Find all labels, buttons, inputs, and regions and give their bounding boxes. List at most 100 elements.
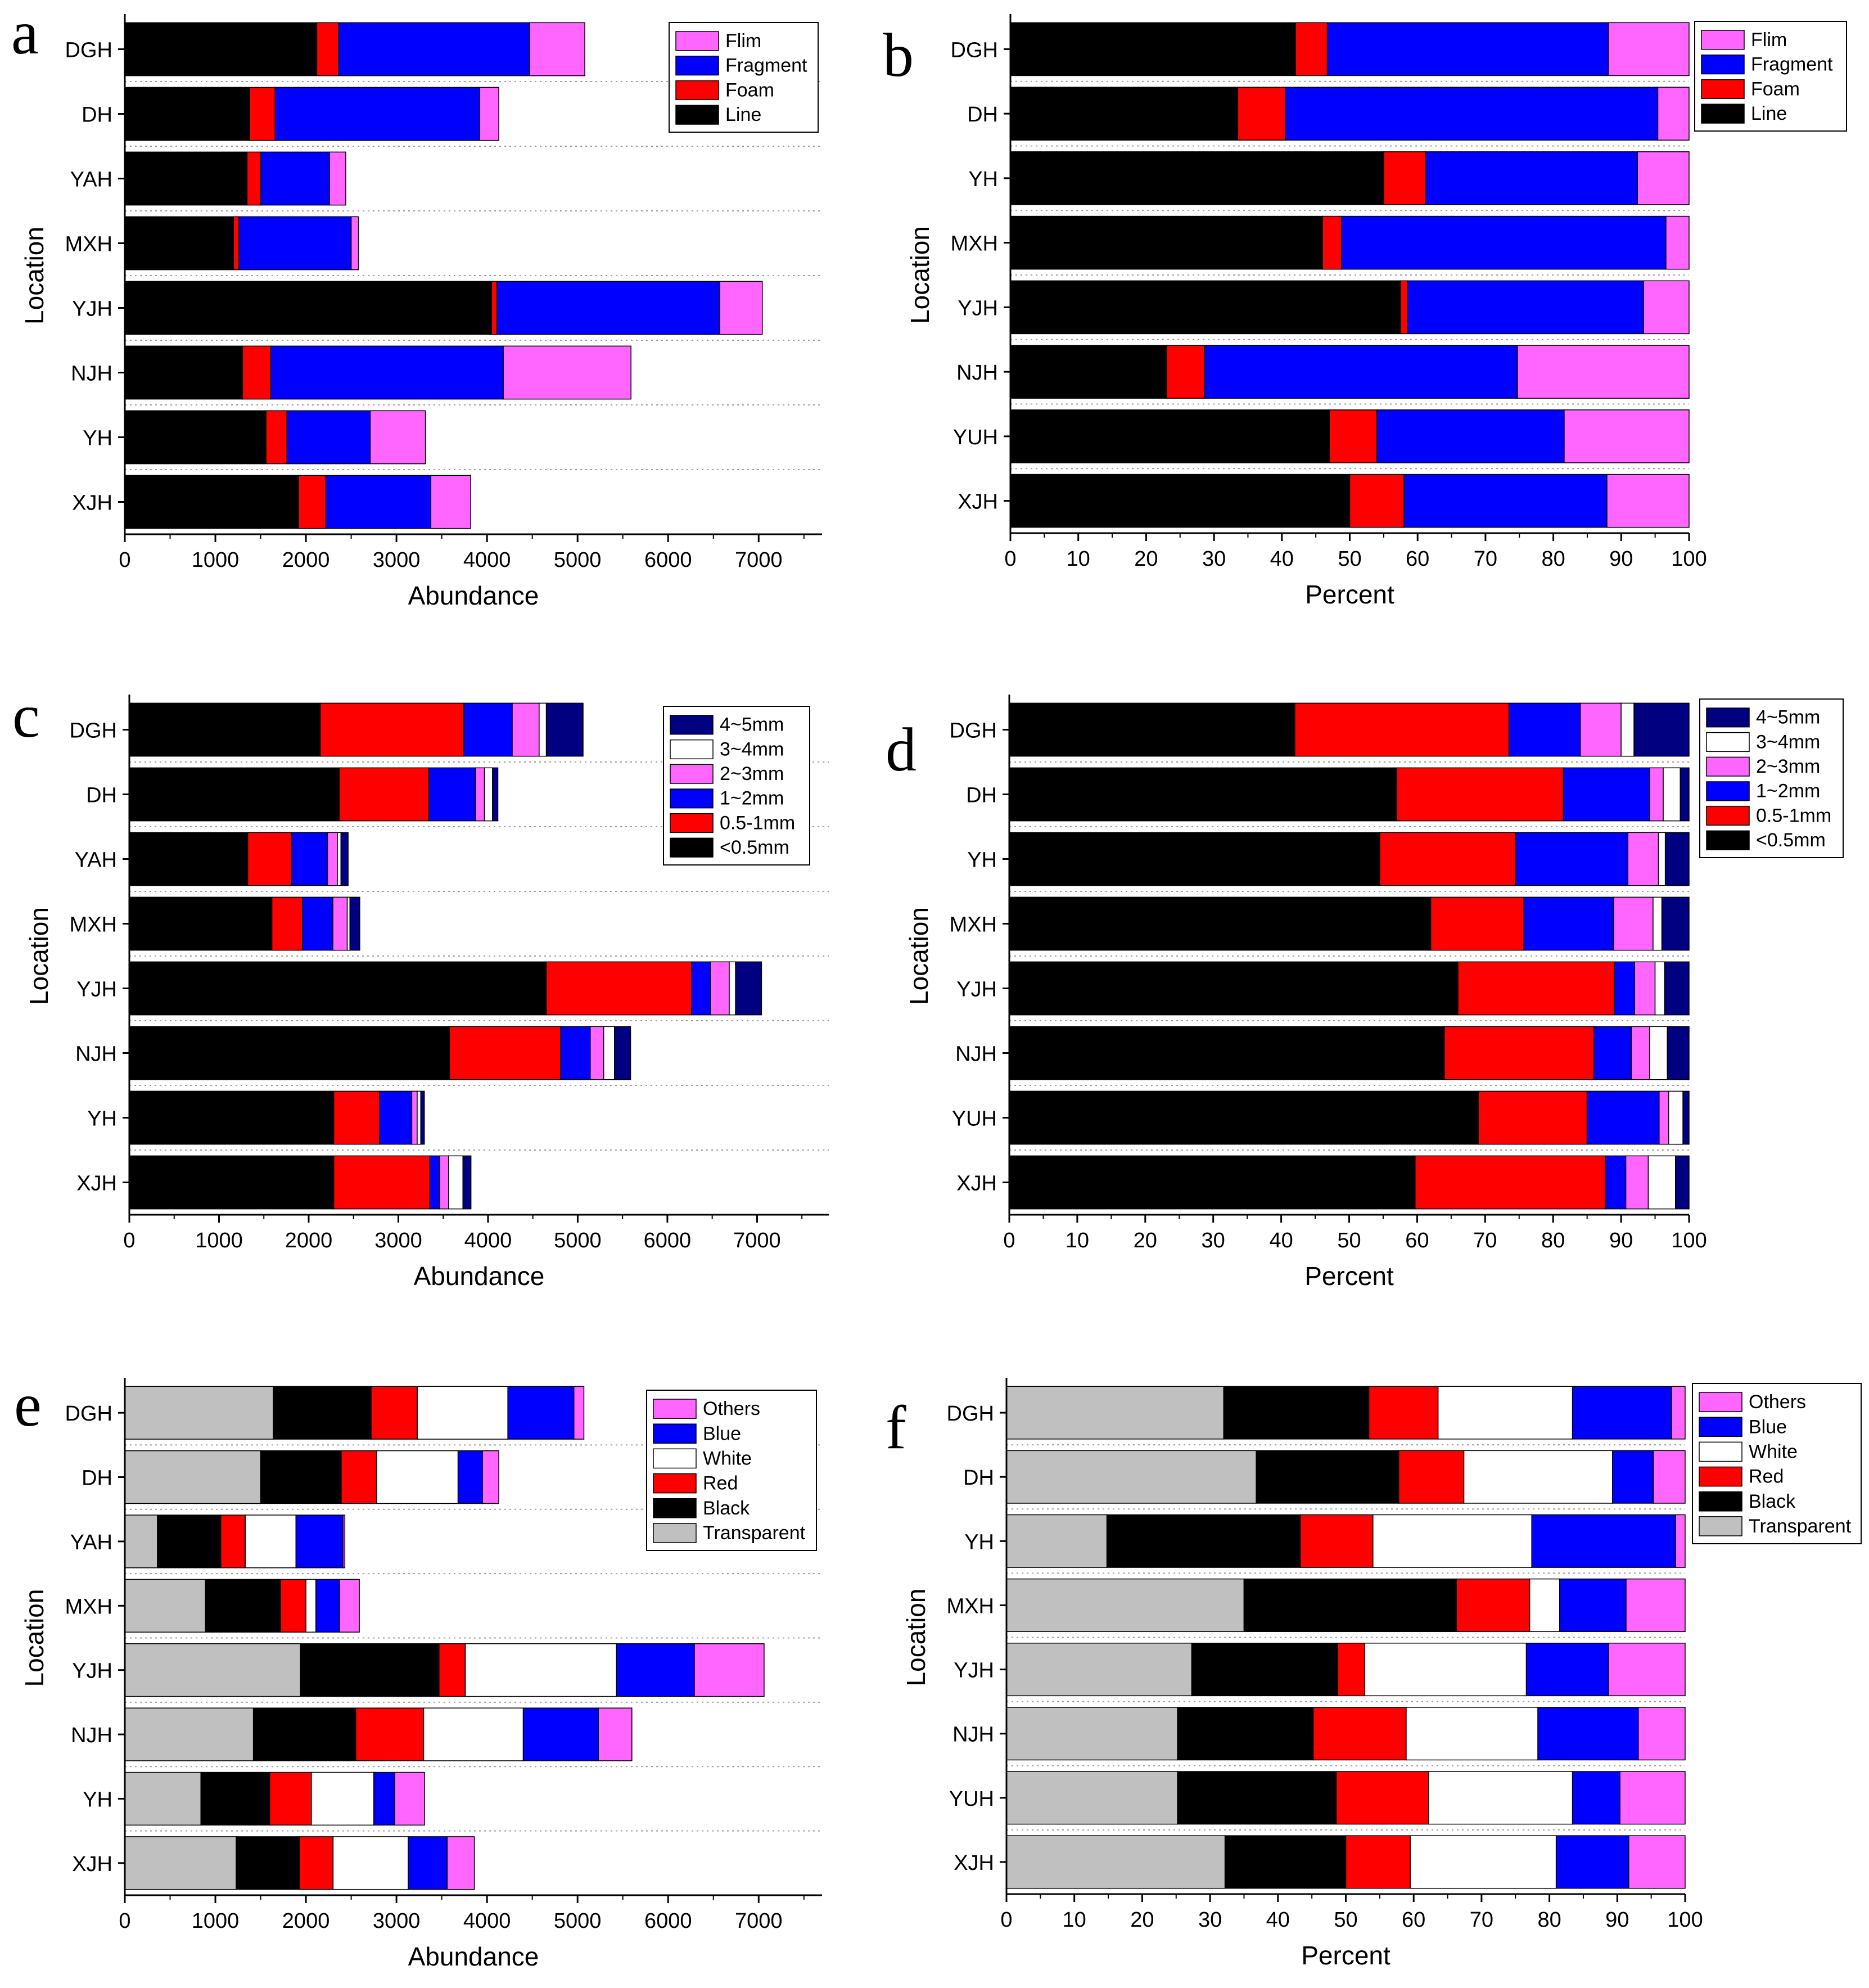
bar-yh-0-5mm	[1009, 832, 1380, 886]
bar-xjh-fragment	[1403, 474, 1608, 528]
bar-yah-white	[245, 1514, 297, 1568]
y-tick-label: YH	[964, 1530, 994, 1554]
bar-xjh-transparent	[124, 1836, 237, 1890]
panel-letter: a	[11, 0, 39, 67]
x-tick-label: 50	[1338, 547, 1361, 571]
bar-dgh-2-3mm	[1579, 702, 1622, 757]
y-tick-label: YAH	[75, 849, 117, 872]
bar-dgh-blue	[507, 1386, 575, 1440]
bar-xjh-white	[332, 1836, 409, 1890]
bar-dgh-3-4mm	[1620, 702, 1635, 757]
legend-swatch-flim	[675, 31, 719, 51]
y-tick-label: YH	[83, 1788, 112, 1811]
bar-njh-red	[355, 1707, 425, 1761]
bar-xjh-0-5mm	[1009, 1155, 1416, 1210]
legend-label: Flim	[725, 30, 761, 52]
y-tick-label: YJH	[956, 978, 997, 1002]
bar-yh-foam	[265, 410, 288, 465]
bar-yjh-black	[1191, 1643, 1338, 1697]
legend-swatch-red	[1699, 1466, 1742, 1487]
y-tick-label: DH	[966, 784, 997, 808]
bar-yjh-3-4mm	[729, 961, 736, 1016]
x-tick-label: 0	[119, 1909, 130, 1933]
y-tick-label: YH	[967, 849, 997, 872]
y-tick-label: YAH	[70, 1531, 112, 1554]
x-tick-label: 80	[1541, 1229, 1565, 1252]
x-tick-label: 2000	[282, 548, 330, 572]
panel-f: DGH DH YH MXH YJH NJH YUH XJH 0 10 20 30 40 50 60 70 80 9…	[886, 1378, 1862, 1970]
bar-yjh-fragment	[1407, 280, 1644, 335]
bar-yjh-1-2mm	[691, 961, 711, 1016]
x-tick-label: 10	[1063, 1908, 1086, 1932]
bar-yah-blue	[295, 1514, 344, 1568]
bar-dh-flim	[1657, 87, 1690, 141]
legend-swatch-3-4mm	[670, 739, 714, 760]
bar-dgh-black	[273, 1386, 372, 1440]
legend-swatch-others	[653, 1399, 697, 1419]
legend-label: Line	[725, 104, 761, 125]
y-tick-label: DGH	[951, 38, 998, 62]
bar-njh-fragment	[270, 345, 504, 400]
bar-mxh-line	[124, 216, 234, 271]
bar-dgh-0-5mm	[129, 702, 321, 757]
legend-label: Red	[703, 1473, 738, 1494]
legend-swatch-0-5-1mm	[670, 813, 714, 833]
bar-yuh-4-5mm	[1682, 1090, 1690, 1145]
x-tick-label: 0	[1000, 1908, 1012, 1932]
legend-label: Fragment	[1751, 54, 1833, 75]
bar-dgh-2-3mm	[512, 702, 540, 757]
x-tick-label: 30	[1202, 1229, 1225, 1252]
x-tick-label: 7000	[735, 1909, 783, 1933]
bar-mxh-fragment	[238, 216, 352, 271]
y-tick-label: DGH	[947, 1402, 994, 1426]
bar-xjh-1-2mm	[429, 1155, 440, 1210]
bar-mxh-2-3mm	[332, 896, 348, 951]
legend-label: 4~5mm	[1756, 707, 1820, 728]
y-tick-label: YUH	[953, 426, 998, 449]
legend-swatch-2-3mm	[670, 764, 714, 784]
x-tick-label: 20	[1134, 1229, 1157, 1252]
bar-mxh-white	[305, 1579, 317, 1633]
bar-njh-transparent	[124, 1707, 254, 1761]
legend-label: 3~4mm	[720, 738, 784, 760]
bar-mxh-others	[338, 1579, 360, 1633]
bar-dh-2-3mm	[1649, 767, 1664, 822]
bar-yjh-foam	[1400, 280, 1408, 335]
bar-dh-3-4mm	[1663, 767, 1681, 822]
bar-dgh-black	[1223, 1386, 1370, 1440]
bar-njh-others	[1637, 1707, 1686, 1761]
bar-yjh-4-5mm	[1664, 961, 1690, 1016]
bar-xjh-others	[446, 1836, 475, 1890]
x-tick-label: 20	[1130, 1908, 1154, 1932]
panel-a: DGH DH YAH MXH YJH NJH YH XJH 0 1000 2000 3000 4000 5…	[11, 0, 822, 610]
bar-yh-3-4mm	[1658, 832, 1666, 886]
y-axis-title: Location	[901, 1589, 931, 1687]
x-tick-label: 90	[1609, 547, 1633, 571]
bar-yah-red	[220, 1514, 246, 1568]
bar-yh-white	[1373, 1514, 1532, 1568]
bar-yuh-blue	[1572, 1771, 1620, 1825]
y-tick-label: YUH	[952, 1107, 997, 1131]
panel-d: DGH DH YH MXH YJH NJH YUH XJH 0 10 20 30 40 50 60 70 80 9…	[886, 695, 1844, 1291]
y-tick-label: NJH	[955, 1043, 997, 1066]
y-tick-label: YJH	[76, 978, 117, 1002]
y-tick-label: DGH	[65, 1402, 112, 1426]
bar-yh-transparent	[1006, 1514, 1108, 1568]
bar-yh-fragment	[1425, 151, 1638, 205]
bar-yh-others	[394, 1771, 425, 1826]
bar-dh-4-5mm	[1680, 767, 1690, 822]
bar-njh-3-4mm	[1649, 1026, 1668, 1080]
x-tick-label: 50	[1337, 1229, 1361, 1252]
bar-dgh-blue	[1572, 1386, 1672, 1440]
bar-dh-foam	[1237, 87, 1286, 141]
bar-mxh-flim	[1665, 215, 1690, 270]
bar-njh-2-3mm	[1631, 1026, 1650, 1080]
bar-xjh-line	[1010, 474, 1351, 528]
x-tick-label: 100	[1671, 1229, 1707, 1252]
bar-njh-blue	[522, 1707, 599, 1761]
legend-swatch-others	[1699, 1392, 1742, 1412]
bar-dgh-foam	[316, 22, 339, 76]
panel-b: DGH DH YH MXH YJH NJH YUH XJH 0 10 20 30 40 50 60 70 80 9…	[883, 14, 1847, 609]
x-tick-label: 0	[123, 1229, 135, 1252]
legend-label: 2~3mm	[1756, 756, 1820, 777]
